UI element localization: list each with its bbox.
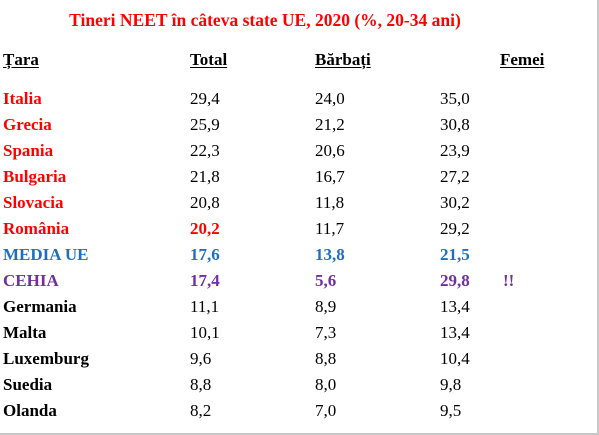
value-total: 11,1: [190, 297, 220, 316]
country-name: Luxemburg: [3, 349, 89, 368]
value-women: 10,4: [440, 349, 470, 368]
value-women: 29,2: [440, 219, 470, 238]
country-name: Spania: [3, 141, 54, 160]
country-name: CEHIA: [3, 271, 59, 290]
value-women: 9,5: [440, 401, 462, 420]
value-women: 23,9: [440, 141, 470, 160]
value-total: 20,2: [190, 219, 220, 238]
table-row: Grecia 25,9 21,2 30,8: [0, 115, 599, 139]
value-men: 20,6: [315, 141, 345, 160]
value-total: 9,6: [190, 349, 212, 368]
value-total: 10,1: [190, 323, 220, 342]
value-men: 11,7: [315, 219, 345, 238]
value-total: 20,8: [190, 193, 220, 212]
table-row: Olanda 8,2 7,0 9,5: [0, 401, 599, 425]
table-row: Luxemburg 9,6 8,8 10,4: [0, 349, 599, 373]
country-name: Olanda: [3, 401, 57, 420]
value-women: 21,5: [440, 245, 470, 264]
value-total: 17,4: [190, 271, 220, 290]
table-row-eu-average: MEDIA UE 17,6 13,8 21,5: [0, 245, 599, 269]
emphasis-mark: !!: [503, 271, 515, 290]
value-men: 7,3: [315, 323, 337, 342]
value-men: 8,8: [315, 349, 337, 368]
country-name: MEDIA UE: [3, 245, 89, 264]
value-total: 17,6: [190, 245, 220, 264]
value-women: 30,8: [440, 115, 470, 134]
value-men: 5,6: [315, 271, 337, 290]
country-name: Slovacia: [3, 193, 64, 212]
value-men: 8,0: [315, 375, 337, 394]
value-women: 13,4: [440, 297, 470, 316]
country-name: Bulgaria: [3, 167, 67, 186]
value-total: 8,8: [190, 375, 212, 394]
value-total: 21,8: [190, 167, 220, 186]
table-row: Italia 29,4 24,0 35,0: [0, 89, 599, 113]
table-row: Slovacia 20,8 11,8 30,2: [0, 193, 599, 217]
value-men: 21,2: [315, 115, 345, 134]
value-men: 11,8: [315, 193, 345, 212]
value-total: 22,3: [190, 141, 220, 160]
value-women: 35,0: [440, 89, 470, 108]
country-name: Suedia: [3, 375, 53, 394]
value-men: 7,0: [315, 401, 337, 420]
header-men: Bărbați: [315, 50, 371, 69]
table-row: Germania 11,1 8,9 13,4: [0, 297, 599, 321]
header-women: Femei: [500, 50, 545, 69]
country-name: Germania: [3, 297, 77, 316]
table-row: Malta 10,1 7,3 13,4: [0, 323, 599, 347]
value-women: 29,8: [440, 271, 470, 290]
country-name: Malta: [3, 323, 47, 342]
value-men: 16,7: [315, 167, 345, 186]
country-name: România: [3, 219, 70, 238]
value-women: 13,4: [440, 323, 470, 342]
value-total: 25,9: [190, 115, 220, 134]
table-row: Spania 22,3 20,6 23,9: [0, 141, 599, 165]
header-country: Țara: [3, 50, 39, 69]
table-row: Suedia 8,8 8,0 9,8: [0, 375, 599, 399]
value-total: 29,4: [190, 89, 220, 108]
value-women: 9,8: [440, 375, 462, 394]
value-women: 27,2: [440, 167, 470, 186]
value-total: 8,2: [190, 401, 212, 420]
header-total: Total: [190, 50, 228, 69]
value-women: 30,2: [440, 193, 470, 212]
value-men: 24,0: [315, 89, 345, 108]
slide-title: Tineri NEET în câteva state UE, 2020 (%,…: [69, 10, 461, 30]
value-men: 13,8: [315, 245, 345, 264]
value-men: 8,9: [315, 297, 337, 316]
table-row: România 20,2 11,7 29,2: [0, 219, 599, 243]
table-row-highlight: CEHIA 17,4 5,6 29,8 !!: [0, 271, 599, 295]
country-name: Italia: [3, 89, 42, 108]
country-name: Grecia: [3, 115, 52, 134]
table-row: Bulgaria 21,8 16,7 27,2: [0, 167, 599, 191]
